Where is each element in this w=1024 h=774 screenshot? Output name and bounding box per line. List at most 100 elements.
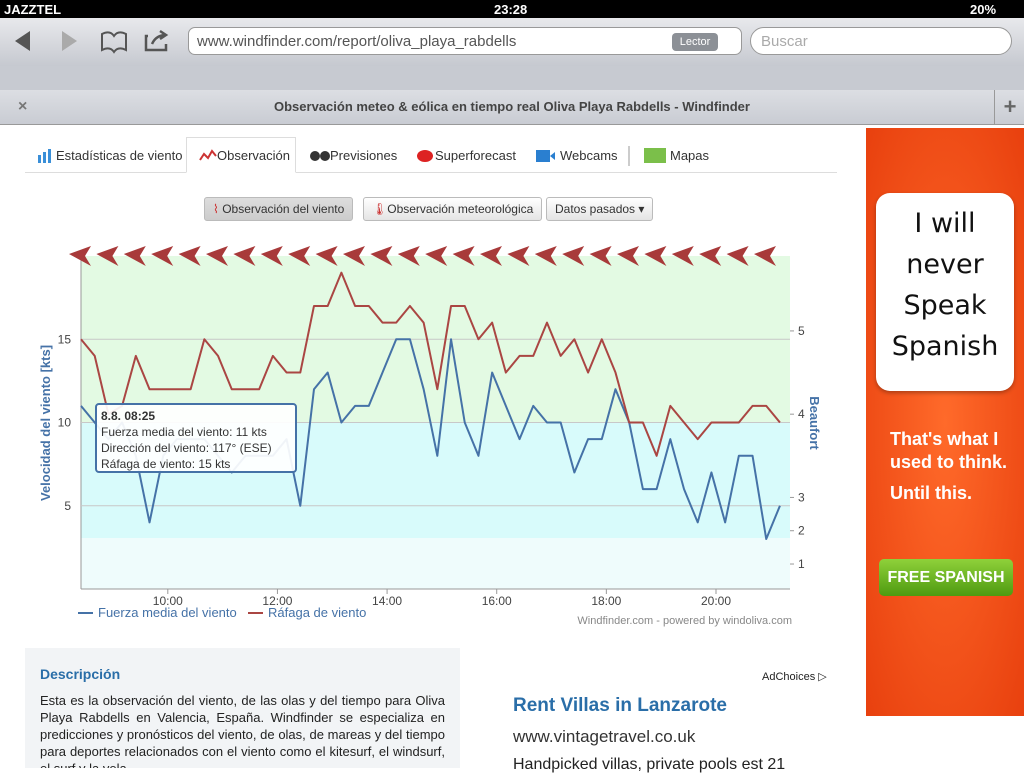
direction-arrow xyxy=(452,246,475,266)
subnav-button[interactable]: 🌡Observación meteorológica xyxy=(363,197,543,221)
reader-button[interactable]: Lector xyxy=(672,33,718,51)
back-button[interactable] xyxy=(15,31,30,51)
tooltip: 8.8. 08:25 Fuerza media del viento: 11 k… xyxy=(95,403,297,473)
tagline-line: Until this. xyxy=(890,483,972,503)
tooltip-title: 8.8. 08:25 xyxy=(101,409,156,423)
credit: Windfinder.com - powered by windoliva.co… xyxy=(577,615,792,627)
direction-arrow xyxy=(397,246,420,266)
direction-arrow xyxy=(754,246,776,266)
chart: Velocidad del viento [kts] Beaufort Fuer… xyxy=(38,246,822,627)
subnav-button[interactable]: ⌇ Observación del viento xyxy=(204,197,354,221)
url-text: www.windfinder.com/report/oliva_playa_ra… xyxy=(197,33,517,50)
ad-url[interactable]: www.vintagetravel.co.uk xyxy=(513,727,696,746)
direction-arrow xyxy=(123,246,146,266)
direction-arrow xyxy=(315,246,338,266)
bubble-line: Speak xyxy=(903,290,987,321)
y-tick-label: 15 xyxy=(58,332,72,346)
subnav-label: Observación meteorológica xyxy=(387,202,534,216)
subnav-label: Observación del viento xyxy=(222,202,345,216)
x-tick-label: 14:00 xyxy=(372,594,402,608)
y-tick-label: 5 xyxy=(64,499,71,513)
direction-arrows xyxy=(69,246,776,266)
direction-arrow xyxy=(206,246,228,266)
direction-arrow xyxy=(151,246,174,266)
y2-axis-title: Beaufort xyxy=(807,396,822,450)
direction-arrow xyxy=(617,246,639,266)
bubble-line: Spanish xyxy=(891,331,999,362)
share-button[interactable] xyxy=(144,29,169,52)
y2-tick-label: 1 xyxy=(798,557,805,571)
bubble-line: I will xyxy=(914,208,976,239)
direction-arrow xyxy=(671,246,694,266)
ad-choices[interactable]: AdChoices ▷ xyxy=(762,671,827,683)
nav-underline xyxy=(25,172,837,173)
bookmark-bar xyxy=(0,66,1024,90)
direction-arrow xyxy=(699,246,722,266)
ad-choices-label: AdChoices xyxy=(762,671,816,683)
search-field[interactable]: Buscar xyxy=(750,27,1012,55)
new-tab[interactable]: + xyxy=(994,90,1024,124)
nav-item[interactable]: Observación xyxy=(217,148,290,163)
legend-label: Fuerza media del viento xyxy=(98,605,237,620)
x-tick-label: 20:00 xyxy=(701,594,731,608)
url-field[interactable]: www.windfinder.com/report/oliva_playa_ra… xyxy=(188,27,742,55)
nav-item[interactable]: Previsiones xyxy=(330,148,398,163)
search-placeholder: Buscar xyxy=(761,33,808,50)
bubble-line: never xyxy=(906,249,984,280)
forward-button[interactable] xyxy=(62,31,77,51)
direction-arrow xyxy=(507,246,530,266)
nav-item[interactable]: Estadísticas de viento xyxy=(56,148,183,163)
tagline-line: used to think. xyxy=(890,452,1007,472)
legend-label: Ráfaga de viento xyxy=(268,605,366,620)
ad-text: Handpicked villas, private pools est 21 xyxy=(513,756,786,773)
speech-bubble: I will never Speak Spanish xyxy=(876,193,1014,391)
y2-tick-label: 3 xyxy=(798,490,805,504)
tab[interactable]: × Observación meteo & eólica en tiempo r… xyxy=(0,90,1024,125)
direction-arrow xyxy=(644,246,667,266)
x-tick-label: 12:00 xyxy=(262,594,292,608)
direction-arrow xyxy=(480,246,502,266)
x-tick-label: 10:00 xyxy=(153,594,183,608)
close-tab[interactable]: × xyxy=(18,98,28,115)
direction-arrow xyxy=(534,246,557,266)
clock: 23:28 xyxy=(494,2,528,17)
direction-arrow xyxy=(260,246,283,266)
banner-ad[interactable]: I will never Speak Spanish That's what I… xyxy=(866,128,1024,716)
y2-tick-label: 5 xyxy=(798,324,805,338)
nav-item[interactable]: Webcams xyxy=(560,148,618,163)
x-tick-label: 16:00 xyxy=(482,594,512,608)
band xyxy=(81,538,790,589)
tab-title: Observación meteo & eólica en tiempo rea… xyxy=(274,99,750,114)
toolbar-icons xyxy=(15,29,169,54)
subnav-label: Datos pasados xyxy=(555,202,636,216)
direction-arrow xyxy=(726,246,749,266)
direction-arrow xyxy=(370,246,393,266)
nav-item[interactable]: Mapas xyxy=(670,148,710,163)
direction-arrow xyxy=(96,246,119,266)
nav-item[interactable]: Superforecast xyxy=(435,148,516,163)
ad-title[interactable]: Rent Villas in Lanzarote xyxy=(513,695,727,716)
status-bar: JAZZTEL 23:28 20% xyxy=(0,0,1024,18)
battery: 20% xyxy=(970,2,997,17)
direction-arrow xyxy=(288,246,311,266)
direction-arrow xyxy=(562,246,585,266)
direction-arrow xyxy=(178,246,201,266)
nav-icons xyxy=(38,146,666,166)
direction-arrow xyxy=(425,246,448,266)
description: Descripción Esta es la observación del v… xyxy=(25,648,460,768)
y-axis-title: Velocidad del viento [kts] xyxy=(38,345,53,501)
banner-button[interactable]: FREE SPANISH xyxy=(879,559,1013,596)
subnav-button[interactable]: Datos pasados ▾ xyxy=(546,197,654,221)
tooltip-line: Dirección del viento: 117° (ESE) xyxy=(101,441,272,455)
tagline: That's what I used to think. Until this. xyxy=(890,428,1007,505)
tooltip-line: Fuerza media del viento: 11 kts xyxy=(101,425,267,439)
direction-arrow xyxy=(343,246,365,266)
x-tick-label: 18:00 xyxy=(591,594,621,608)
tagline-line: That's what I xyxy=(890,429,999,449)
bookmarks-button[interactable] xyxy=(101,31,127,54)
carrier: JAZZTEL xyxy=(4,2,62,17)
direction-arrow xyxy=(589,246,612,266)
y2-tick-label: 4 xyxy=(798,407,805,421)
